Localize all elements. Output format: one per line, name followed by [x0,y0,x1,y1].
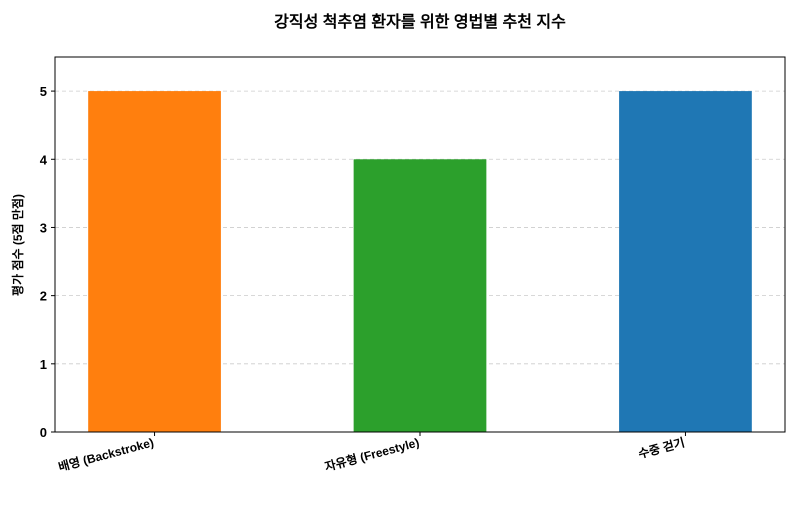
bars [88,91,752,433]
y-tick-label: 5 [40,84,47,99]
bar [353,159,487,433]
y-axis-label: 평가 점수 (5점 만점) [10,194,25,296]
y-tick-label: 1 [40,357,47,372]
y-tick-label: 0 [40,425,47,440]
y-tick-label: 4 [40,152,48,167]
x-tick-label: 자유형 (Freestyle) [323,434,421,474]
y-tick-label: 2 [40,289,47,304]
x-tick-label: 배영 (Backstroke) [57,434,156,474]
bar [88,91,221,432]
y-axis: 0 1 2 3 4 5 [40,84,55,440]
y-tick-label: 3 [40,220,47,235]
chart-title: 강직성 척추염 환자를 위한 영법별 추천 지수 [274,12,566,31]
x-axis: 배영 (Backstroke) 자유형 (Freestyle) 수중 걷기 [57,432,686,474]
x-tick-label: 수중 걷기 [636,434,686,461]
bar [619,91,752,432]
